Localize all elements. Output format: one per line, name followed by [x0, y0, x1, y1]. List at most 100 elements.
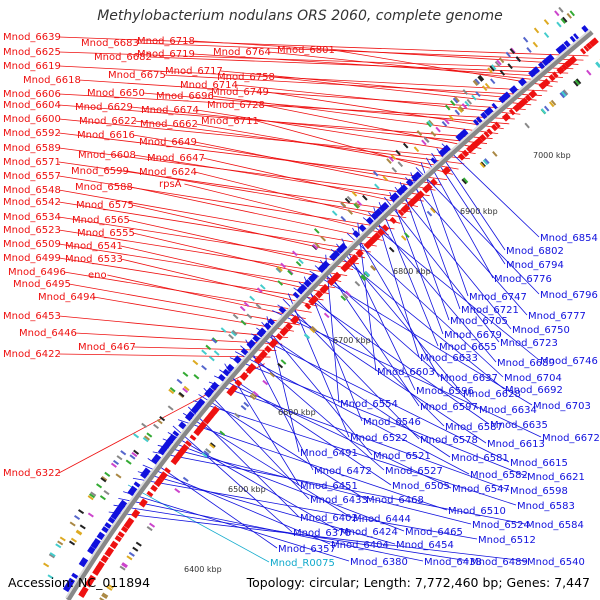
gene-label-right: Mnod_6512 — [478, 535, 536, 546]
connector-line — [152, 451, 526, 525]
feature-tick — [522, 36, 529, 43]
gene-label-right: Mnod_6510 — [448, 506, 506, 517]
feature-tick — [454, 96, 460, 103]
reverse-gene — [405, 178, 414, 187]
feature-tick — [240, 319, 247, 326]
feature-tick — [370, 265, 376, 272]
feature-tick — [55, 543, 62, 549]
connector-line — [93, 296, 294, 332]
gene-label-right: Mnod_6689 — [497, 358, 555, 369]
feature-tick — [354, 202, 361, 208]
forward-gene — [591, 37, 599, 45]
scale-mark-label: 7000 kbp — [533, 151, 571, 160]
feature-tick — [133, 433, 140, 439]
reverse-gene — [381, 201, 390, 211]
gene-label-left: Mnod_6571 — [3, 157, 61, 168]
feature-tick — [556, 21, 562, 28]
forward-gene — [585, 42, 593, 50]
forward-gene — [114, 535, 122, 543]
feature-tick — [395, 149, 401, 156]
feature-tick — [543, 105, 550, 112]
reverse-gene — [210, 381, 220, 391]
connector-line — [266, 91, 504, 130]
gene-label-left: Mnod_6499 — [3, 253, 61, 264]
feature-tick — [193, 374, 200, 380]
reverse-gene — [509, 85, 519, 95]
feature-tick — [498, 57, 505, 64]
gene-label-left: Mnod_6494 — [38, 292, 96, 303]
gene-label-left: Mnod_6682 — [94, 52, 152, 63]
feature-tick — [120, 450, 127, 456]
feature-tick — [277, 265, 283, 272]
connector-line — [133, 154, 424, 202]
feature-tick — [119, 565, 126, 571]
forward-gene — [430, 178, 438, 186]
connector-line — [229, 357, 527, 477]
feature-tick — [331, 210, 338, 217]
scale-marks: 7000 kbp 6900 kbp 6800 kbp 6700 kbp 6600 kbp… — [184, 151, 571, 574]
connector-line — [120, 245, 330, 295]
connector-line — [58, 132, 448, 181]
feature-tick — [76, 529, 83, 535]
connector-line — [234, 351, 470, 475]
gene-label-right: Mnod_6357 — [278, 544, 336, 555]
feature-tick — [464, 100, 470, 107]
feature-tick — [234, 412, 241, 419]
connector-line — [132, 134, 442, 186]
feature-tick — [276, 267, 282, 273]
reverse-strand-genes — [62, 25, 589, 593]
connector-line — [142, 464, 331, 545]
reverse-gene — [78, 557, 89, 568]
gene-label-left: Mnod_6467 — [78, 342, 136, 353]
forward-gene — [146, 490, 154, 498]
feature-tick — [192, 359, 199, 366]
connector-line — [78, 79, 526, 110]
feature-tick — [458, 105, 465, 112]
feature-tick — [277, 362, 284, 369]
connector-line — [272, 310, 542, 438]
feature-tick — [96, 483, 103, 489]
feature-tick — [128, 551, 135, 557]
feature-tick — [526, 47, 532, 53]
right-gene-labels: Mnod_6854 Mnod_6802 Mnod_6794 Mnod_6776 Mnod… — [270, 233, 600, 569]
feature-tick — [496, 59, 502, 66]
connector-line — [202, 157, 419, 208]
connector-line — [362, 217, 540, 361]
connector-line — [58, 189, 377, 247]
reverse-gene — [71, 572, 79, 579]
gene-label-right: Mnod_6433 — [310, 495, 368, 506]
reverse-gene — [263, 322, 272, 330]
reverse-gene — [127, 485, 138, 497]
forward-gene — [248, 363, 257, 372]
gene-label-left: Mnod_6650 — [87, 88, 145, 99]
gene-label-right: Mnod_6583 — [517, 501, 575, 512]
feature-tick — [477, 76, 483, 82]
feature-tick — [182, 476, 189, 483]
forward-gene — [104, 546, 115, 558]
gene-label-right: Mnod_6582 — [470, 470, 528, 481]
reverse-gene — [543, 57, 551, 65]
reverse-gene — [116, 502, 126, 512]
feature-tick — [59, 536, 66, 542]
connector-line — [157, 444, 472, 525]
feature-tick — [472, 80, 479, 86]
feature-tick — [177, 392, 184, 399]
gene-label-right: Mnod_6444 — [353, 514, 411, 525]
connector-line — [184, 183, 389, 236]
forward-gene — [153, 477, 164, 488]
feature-tick — [201, 365, 207, 371]
connector-line — [123, 491, 350, 562]
reverse-gene — [442, 144, 451, 153]
feature-tick — [515, 56, 522, 63]
gene-label-right: Mnod_6621 — [527, 472, 585, 483]
forward-gene — [369, 235, 378, 244]
reverse-gene — [555, 45, 565, 55]
connector-line — [332, 49, 553, 87]
feature-tick — [462, 89, 468, 95]
connector-line — [192, 53, 564, 78]
gene-label-left: Mnod_6711 — [201, 116, 259, 127]
forward-gene — [328, 276, 337, 285]
reverse-gene — [541, 59, 549, 67]
forward-gene — [268, 341, 276, 349]
feature-tick — [507, 63, 513, 70]
